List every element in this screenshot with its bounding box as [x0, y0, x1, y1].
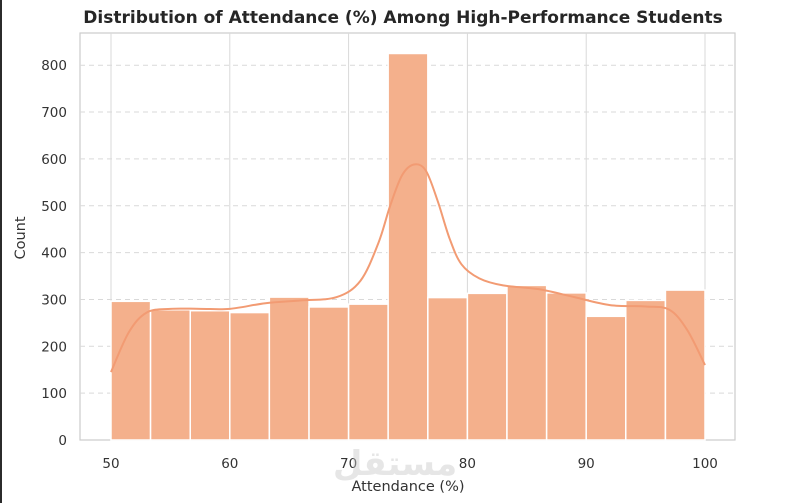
y-tick-labels: 0 100 200 300 400 500 600 700 800: [41, 58, 67, 449]
histogram-bar: [585, 315, 627, 441]
histogram-bar: [625, 299, 667, 441]
histogram-bar: [308, 306, 350, 441]
y-tick-label: 800: [41, 58, 67, 74]
histogram-bar: [347, 303, 389, 441]
x-tick-label: 90: [578, 456, 595, 472]
y-tick-label: 400: [41, 246, 67, 262]
histogram-bar: [466, 292, 508, 441]
watermark-logo: مستقل: [333, 444, 457, 484]
y-tick-label: 0: [58, 433, 67, 449]
x-tick-label: 70: [340, 456, 357, 472]
histogram-bar: [506, 284, 548, 441]
histogram-bar: [427, 296, 469, 441]
y-tick-label: 300: [41, 292, 67, 308]
histogram-bar: [189, 309, 231, 441]
x-tick-label: 50: [102, 456, 119, 472]
chart-title: Distribution of Attendance (%) Among Hig…: [83, 8, 722, 28]
y-tick-label: 100: [41, 386, 67, 402]
x-tick-labels: 50 60 70 80 90 100: [102, 456, 717, 472]
y-axis-label: Count: [13, 216, 29, 259]
histogram-bars: [110, 52, 706, 441]
histogram-bar: [110, 300, 152, 441]
left-edge-rule: [0, 0, 2, 503]
y-tick-label: 500: [41, 199, 67, 215]
y-tick-label: 700: [41, 105, 67, 121]
histogram-bar: [387, 52, 429, 441]
y-tick-label: 600: [41, 152, 67, 168]
y-tick-label: 200: [41, 339, 67, 355]
kde-curve: [110, 163, 706, 373]
x-tick-label: 100: [692, 456, 718, 472]
histogram-bar: [664, 289, 706, 441]
histogram-bar: [268, 296, 310, 441]
histogram-bar: [229, 311, 271, 441]
histogram-bar: [545, 292, 587, 441]
x-axis-label: Attendance (%): [351, 479, 464, 495]
x-tick-label: 80: [459, 456, 476, 472]
x-tick-label: 60: [221, 456, 238, 472]
histogram-bar: [149, 309, 191, 441]
